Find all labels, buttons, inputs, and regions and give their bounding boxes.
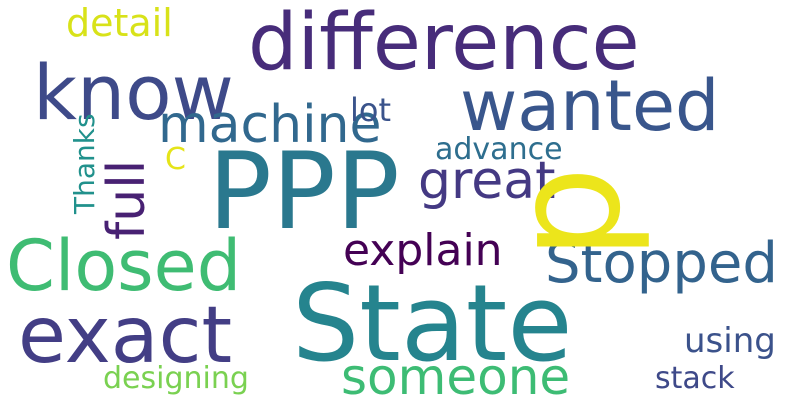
word-stopped: Stopped xyxy=(545,231,778,296)
word-lot: lot xyxy=(350,91,391,129)
word-know: know xyxy=(33,48,234,137)
word-full: full xyxy=(97,160,157,240)
word-stack: stack xyxy=(655,361,735,396)
word-machine: machine xyxy=(158,95,381,155)
word-detail: detail xyxy=(66,1,173,45)
word-designing: designing xyxy=(103,361,249,396)
word-explain: explain xyxy=(343,225,503,276)
word-ppp: PPP xyxy=(208,130,400,253)
word-difference: difference xyxy=(248,0,640,88)
word-p: p xyxy=(481,166,653,260)
word-thanks: Thanks xyxy=(68,113,101,215)
word-c: C xyxy=(165,142,186,177)
word-advance: advance xyxy=(435,132,563,167)
word-wanted: wanted xyxy=(460,65,719,147)
word-exact: exact xyxy=(18,291,232,381)
word-closed: Closed xyxy=(6,225,241,307)
word-using: using xyxy=(684,321,776,361)
word-someone: someone xyxy=(341,348,570,400)
word-state: State xyxy=(292,262,573,385)
word-great: great xyxy=(418,151,556,211)
